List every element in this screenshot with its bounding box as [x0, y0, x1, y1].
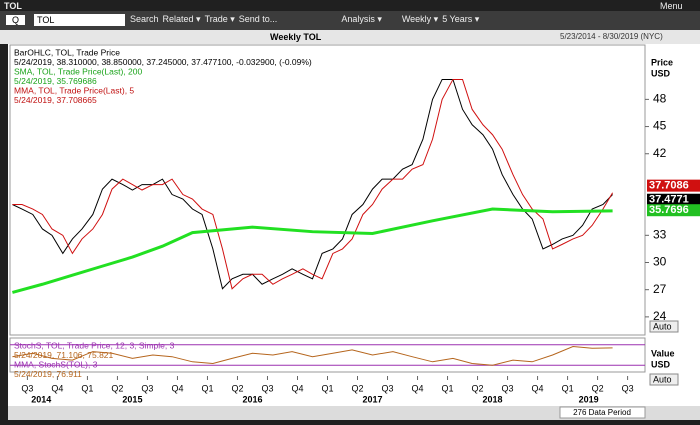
toolbar-item[interactable]: 5 Years ▾: [442, 14, 480, 24]
x-tick-label: Q3: [382, 383, 394, 393]
y-tick-label: 27: [653, 282, 667, 296]
x-tick-label: Q2: [231, 383, 243, 393]
x-tick-label: Q1: [201, 383, 213, 393]
series-line: [12, 78, 614, 290]
last-value-label: 35.7696: [649, 204, 689, 216]
year-label: 2014: [31, 394, 51, 404]
scale-button-label: Auto: [653, 374, 672, 384]
x-tick-label: Q3: [502, 383, 514, 393]
legend-entry: 5/24/2019, 37.708665: [14, 95, 97, 105]
chart-background: [8, 44, 700, 406]
legend-entry: SMA, TOL, Trade Price(Last), 200: [14, 66, 142, 76]
x-tick-label: Q1: [562, 383, 574, 393]
last-value-box: [647, 193, 700, 206]
y-axis-label: USD: [651, 359, 671, 369]
date-range: 5/23/2014 - 8/30/2019 (NYC): [560, 32, 663, 41]
chart-title: Weekly TOL: [270, 32, 322, 42]
year-label: 2015: [122, 394, 142, 404]
footer-bar: [8, 406, 700, 420]
scale-button[interactable]: [649, 320, 679, 333]
x-tick-label: Q4: [532, 383, 544, 393]
toolbar-item[interactable]: Analysis ▾: [341, 14, 382, 24]
last-value-box: [647, 204, 700, 217]
x-tick-label: Q3: [141, 383, 153, 393]
x-tick-label: Q4: [291, 383, 303, 393]
x-tick-label: Q1: [442, 383, 454, 393]
legend-entry: MMA, TOL, Trade Price(Last), 5: [14, 85, 134, 95]
last-value-label: 37.7086: [649, 180, 689, 192]
x-tick-label: Q3: [622, 383, 634, 393]
x-tick-label: Q3: [21, 383, 33, 393]
y-tick-label: 24: [653, 309, 667, 323]
toolbar-item[interactable]: Trade ▾: [204, 14, 235, 24]
x-tick-label: Q4: [51, 383, 63, 393]
x-tick-label: Q4: [171, 383, 183, 393]
window-title: TOL: [4, 1, 22, 11]
y-tick-label: 48: [653, 92, 667, 106]
x-tick-label: Q2: [472, 383, 484, 393]
toolbar-item[interactable]: Weekly ▾: [401, 14, 439, 24]
legend-entry: 5/24/2019, 38.310000, 38.850000, 37.2450…: [14, 57, 312, 67]
year-label: 2019: [579, 394, 599, 404]
year-label: 2016: [242, 394, 262, 404]
x-tick-label: Q4: [412, 383, 424, 393]
x-tick-label: Q3: [261, 383, 273, 393]
scale-button-label: Auto: [653, 321, 672, 331]
year-label: 2018: [483, 394, 503, 404]
x-tick-label: Q1: [81, 383, 93, 393]
legend-entry: StochS, TOL, Trade Price, 12, 3, Simple,…: [14, 340, 175, 350]
legend-entry: MMA, StochS(TOL), 3: [14, 359, 98, 369]
toolbar-item[interactable]: Send to...: [238, 14, 278, 24]
y-tick-label: 42: [653, 146, 667, 160]
legend-entry: 5/24/2019, 71.106, 75.821: [14, 350, 114, 360]
toolbar: [0, 11, 700, 30]
x-tick-label: Q2: [592, 383, 604, 393]
legend-entry: BarOHLC, TOL, Trade Price: [14, 47, 120, 57]
y-axis-label: Price: [651, 57, 673, 67]
scale-button[interactable]: [649, 373, 679, 386]
data-period-box: [559, 406, 646, 419]
chart-header: [0, 30, 700, 44]
series-line: [12, 345, 613, 366]
price-panel: [9, 44, 646, 336]
data-period: 276 Data Period: [573, 408, 631, 417]
legend-entry: 5/24/2019, 76.911: [14, 369, 82, 379]
menu-button[interactable]: Menu: [660, 1, 683, 11]
symbol-prefix[interactable]: Q: [6, 15, 26, 25]
toolbar-item[interactable]: Search: [130, 14, 159, 24]
y-axis-label: Value: [651, 348, 675, 358]
y-axis-label: USD: [651, 68, 671, 78]
x-tick-label: Q1: [321, 383, 333, 393]
series-line: [12, 207, 613, 294]
x-tick-label: Q2: [352, 383, 364, 393]
toolbar-items: Search Related ▾ Trade ▾ Send to... Anal…: [130, 14, 479, 25]
year-label: 2017: [362, 394, 382, 404]
toolbar-item[interactable]: Related ▾: [162, 14, 201, 24]
y-tick-label: 33: [653, 227, 667, 241]
last-value-label: 37.4771: [649, 194, 689, 206]
series-line: [12, 78, 613, 290]
legend-entry: 5/24/2019, 35.769686: [14, 76, 97, 86]
y-tick-label: 45: [653, 119, 667, 133]
last-value-box: [647, 179, 700, 192]
symbol-input[interactable]: TOL: [34, 14, 125, 26]
x-tick-label: Q2: [111, 383, 123, 393]
y-tick-label: 30: [653, 255, 667, 269]
study-panel: [9, 337, 646, 373]
